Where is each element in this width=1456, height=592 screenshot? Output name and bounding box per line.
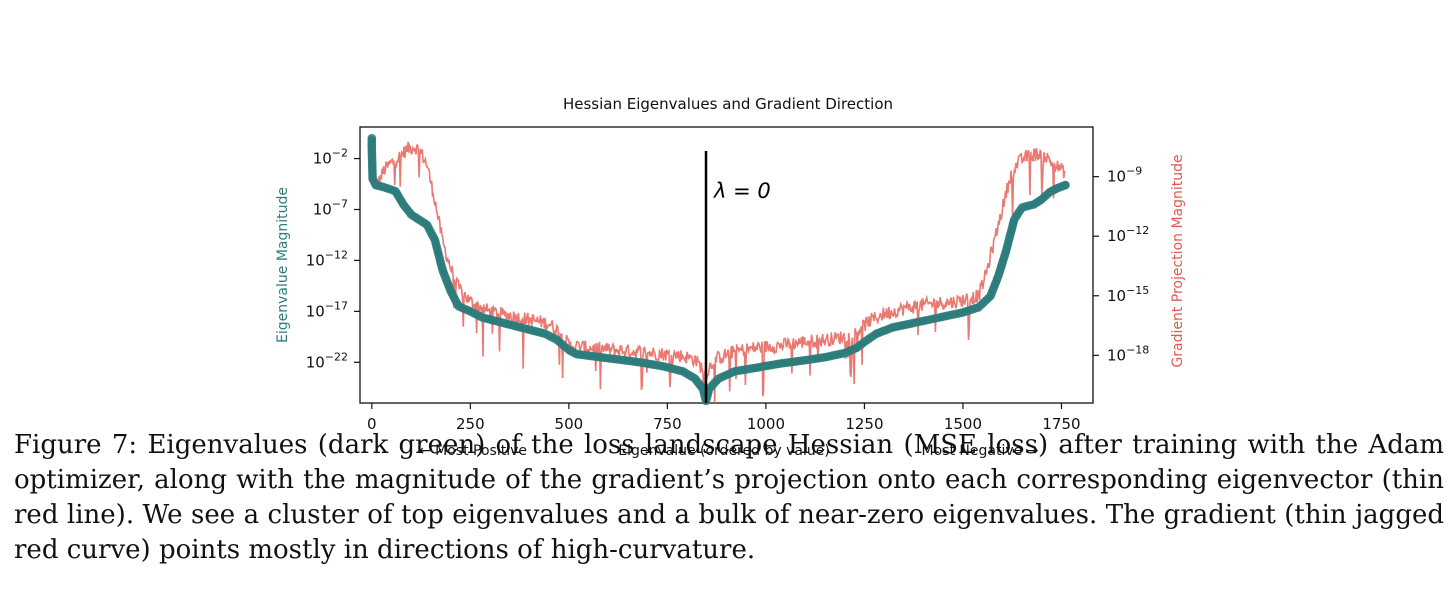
chart-title: Hessian Eigenvalues and Gradient Directi…	[563, 95, 893, 113]
right-y-axis-ticks: 10−9 10−12 10−15 10−18	[1093, 165, 1149, 364]
plot-area	[359, 126, 1094, 404]
eigenvalue-point	[1061, 180, 1070, 190]
x-axis-ticks: 0 250 500 750 1000 1250 1500 1750	[367, 403, 1081, 433]
right-y-tick-label: 10−9	[1107, 165, 1142, 186]
x-axis-label: Eigenvalue (ordered by value)	[618, 443, 830, 459]
left-y-axis-label: Eigenvalue Magnitude	[275, 187, 291, 343]
right-y-tick-label: 10−18	[1107, 343, 1149, 364]
left-y-tick-label: 10−7	[313, 197, 348, 218]
right-y-tick-label: 10−12	[1107, 224, 1149, 245]
x-tick-label: 750	[653, 415, 682, 433]
left-y-tick-label: 10−22	[306, 350, 348, 371]
x-tick-label: 250	[456, 415, 485, 433]
plot-frame	[359, 126, 1094, 404]
gradient-projection-series	[371, 141, 1066, 404]
left-y-tick-label: 10−2	[313, 147, 348, 168]
x-tick-label: 500	[555, 415, 584, 433]
x-axis-label-right: Most Negative →	[922, 443, 1039, 459]
left-y-tick-label: 10−12	[306, 248, 348, 269]
figure-caption: Figure 7: Eigenvalues (dark green) of th…	[14, 430, 1444, 565]
left-y-tick-label: 10−17	[306, 299, 348, 320]
x-tick-label: 1750	[1042, 415, 1080, 433]
x-tick-label: 0	[367, 415, 377, 433]
left-y-axis-ticks: 10−2 10−7 10−12 10−17 10−22	[306, 147, 360, 371]
right-y-tick-label: 10−15	[1107, 284, 1149, 305]
x-axis-label-left: ← Most Positive	[419, 443, 527, 459]
x-tick-label: 1250	[845, 415, 883, 433]
eigenvalue-series	[367, 133, 1070, 406]
right-y-axis-label: Gradient Projection Magnitude	[1170, 154, 1186, 367]
x-tick-label: 1500	[944, 415, 982, 433]
zero-eigenvalue-label: λ = 0	[713, 179, 771, 203]
x-tick-label: 1000	[747, 415, 785, 433]
gradient-projection-line	[371, 141, 1066, 404]
